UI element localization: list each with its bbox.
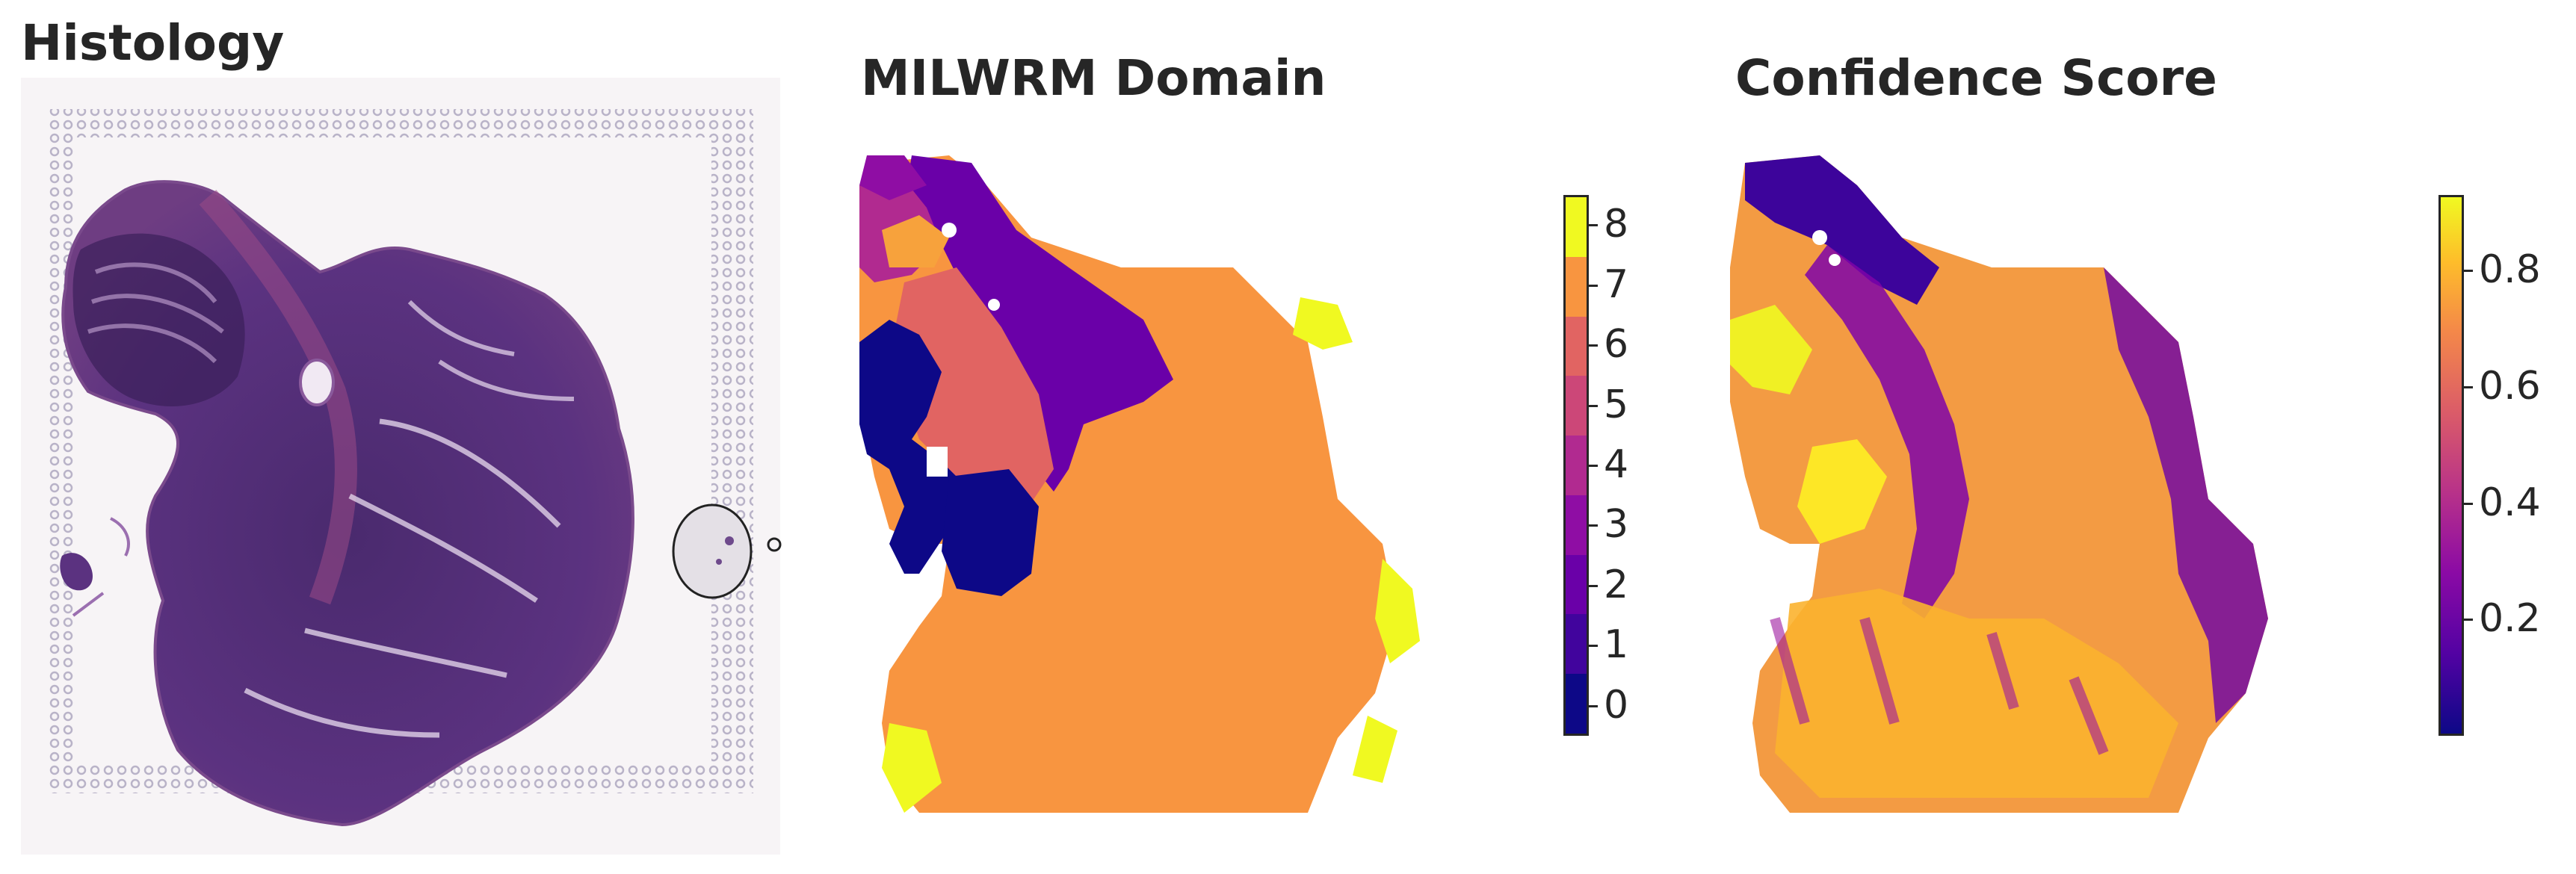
gland-region: [72, 233, 245, 406]
domain-colorbar-tick-label: 3: [1604, 502, 1629, 548]
domain-colorbar-tickmark: [1589, 465, 1598, 467]
domain-7-region: [882, 215, 949, 267]
domain-colorbar-tick-label: 8: [1604, 202, 1629, 247]
domain-colorbar-band-7: [1566, 256, 1587, 317]
domain-8-region-c: [1353, 716, 1397, 783]
domain-colorbar-band-3: [1566, 495, 1587, 555]
domain-colorbar-tickmark: [1589, 524, 1598, 527]
fiducial-right: [711, 137, 753, 765]
domain-colorbar-tickmark: [1589, 584, 1598, 587]
confidence-colorbar-tickmark: [2464, 619, 2473, 622]
high-confidence-patch: [1797, 439, 1887, 544]
domain-colorbar-band-6: [1566, 316, 1587, 376]
domain-colorbar-band-2: [1566, 554, 1587, 615]
fiducial-top: [48, 109, 753, 137]
domain-spatial-map: [859, 155, 1420, 813]
high-confidence-left: [1730, 305, 1812, 394]
domain-colorbar-tick-label: 2: [1604, 562, 1629, 607]
confidence-colorbar-tickmark: [2464, 502, 2473, 505]
confidence-colorbar-tick-label: 0.2: [2479, 596, 2541, 642]
domain-colorbar-tick-label: 4: [1604, 442, 1629, 487]
domain-colorbar-band-5: [1566, 376, 1587, 436]
confidence-spatial-map: [1730, 155, 2268, 813]
domain-colorbar-tickmark: [1589, 404, 1598, 407]
domain-0-region: [859, 320, 964, 574]
confidence-title: Confidence Score: [1735, 49, 2217, 107]
confidence-colorbar-tick-label: 0.4: [2479, 480, 2541, 525]
domain-colorbar-tickmark: [1589, 344, 1598, 347]
domain-colorbar-band-1: [1566, 614, 1587, 675]
low-confidence-band-diagonal: [1805, 245, 1969, 619]
domain-colorbar-tick-label: 6: [1604, 322, 1629, 368]
domain-colorbar: [1563, 195, 1589, 736]
domain-colorbar-tick-label: 7: [1604, 261, 1629, 307]
confidence-colorbar-tickmark: [2464, 270, 2473, 273]
domain-colorbar-tickmark: [1589, 645, 1598, 648]
domain-colorbar-band-0: [1566, 674, 1587, 734]
domain-0-region-2: [942, 469, 1039, 596]
domain-2-region: [904, 155, 1173, 492]
confidence-colorbar-tickmark: [2464, 385, 2473, 388]
domain-8-region-d: [882, 723, 942, 813]
domain-8-region-b: [1375, 559, 1420, 663]
confidence-colorbar: [2438, 195, 2464, 736]
low-confidence-band-top: [1745, 155, 1939, 305]
domain-colorbar-tick-label: 1: [1604, 622, 1629, 668]
circled-region: [672, 503, 753, 599]
low-confidence-band-right: [2104, 267, 2268, 723]
histology-title: Histology: [21, 14, 285, 72]
confidence-colorbar-tick-label: 0.8: [2479, 247, 2541, 293]
domain-colorbar-tick-label: 5: [1604, 382, 1629, 427]
histology-image: [21, 78, 782, 855]
confidence-colorbar-tick-label: 0.6: [2479, 363, 2541, 409]
fiducial-left: [48, 137, 76, 765]
domain-3-region: [859, 155, 927, 200]
domain-colorbar-tickmark: [1589, 284, 1598, 287]
domain-title: MILWRM Domain: [861, 49, 1326, 107]
domain-colorbar-tick-label: 0: [1604, 682, 1629, 728]
domain-colorbar-band-4: [1566, 436, 1587, 495]
domain-8-region-a: [1293, 297, 1353, 350]
domain-colorbar-tickmark: [1589, 704, 1598, 707]
domain-5-region: [889, 267, 1054, 514]
domain-colorbar-band-8: [1566, 197, 1587, 257]
domain-colorbar-tickmark: [1589, 224, 1598, 227]
